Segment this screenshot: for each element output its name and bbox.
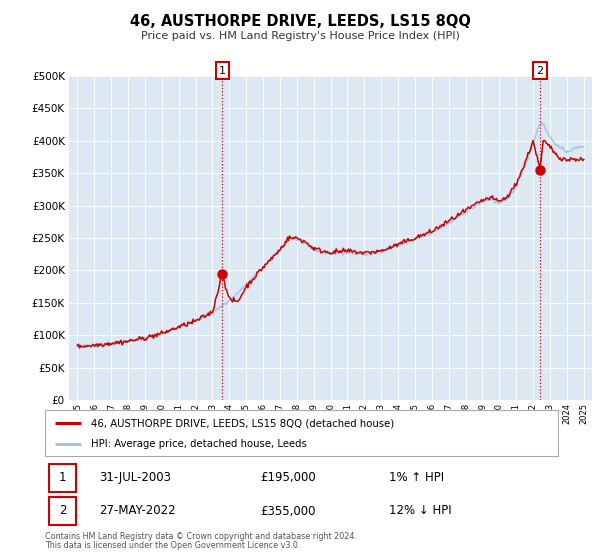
Text: 31-JUL-2003: 31-JUL-2003 bbox=[99, 472, 171, 484]
Text: 2: 2 bbox=[59, 505, 66, 517]
Text: 27-MAY-2022: 27-MAY-2022 bbox=[99, 505, 175, 517]
Text: 1: 1 bbox=[219, 66, 226, 76]
Text: £195,000: £195,000 bbox=[260, 472, 316, 484]
Text: 12% ↓ HPI: 12% ↓ HPI bbox=[389, 505, 451, 517]
Text: Price paid vs. HM Land Registry's House Price Index (HPI): Price paid vs. HM Land Registry's House … bbox=[140, 31, 460, 41]
Text: £355,000: £355,000 bbox=[260, 505, 316, 517]
FancyBboxPatch shape bbox=[49, 464, 76, 492]
Text: 46, AUSTHORPE DRIVE, LEEDS, LS15 8QQ: 46, AUSTHORPE DRIVE, LEEDS, LS15 8QQ bbox=[130, 14, 470, 29]
Text: This data is licensed under the Open Government Licence v3.0.: This data is licensed under the Open Gov… bbox=[45, 541, 301, 550]
FancyBboxPatch shape bbox=[49, 497, 76, 525]
Text: HPI: Average price, detached house, Leeds: HPI: Average price, detached house, Leed… bbox=[91, 438, 307, 449]
Text: 2: 2 bbox=[536, 66, 544, 76]
Text: 1% ↑ HPI: 1% ↑ HPI bbox=[389, 472, 444, 484]
Text: Contains HM Land Registry data © Crown copyright and database right 2024.: Contains HM Land Registry data © Crown c… bbox=[45, 532, 357, 541]
Text: 1: 1 bbox=[59, 472, 66, 484]
Text: 46, AUSTHORPE DRIVE, LEEDS, LS15 8QQ (detached house): 46, AUSTHORPE DRIVE, LEEDS, LS15 8QQ (de… bbox=[91, 418, 394, 428]
